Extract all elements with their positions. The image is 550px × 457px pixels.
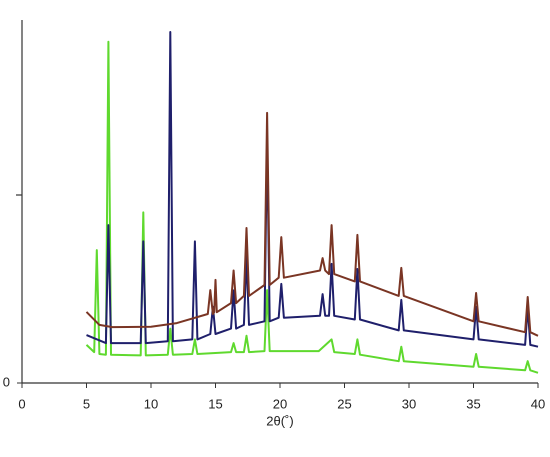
x-axis-label: 2θ(˚) <box>266 413 293 428</box>
x-tick-label: 35 <box>466 396 480 411</box>
x-tick-label: 40 <box>531 396 545 411</box>
x-tick-label: 5 <box>83 396 90 411</box>
x-tick-label: 25 <box>337 396 351 411</box>
x-tick-label: 30 <box>402 396 416 411</box>
x-tick-label: 10 <box>144 396 158 411</box>
series-line <box>85 40 539 374</box>
x-tick-label: 0 <box>18 396 25 411</box>
x-tick-label: 15 <box>208 396 222 411</box>
series-line <box>86 31 539 348</box>
series-line <box>85 111 539 337</box>
y-tick-label: 0 <box>3 374 10 389</box>
x-tick-label: 20 <box>273 396 287 411</box>
